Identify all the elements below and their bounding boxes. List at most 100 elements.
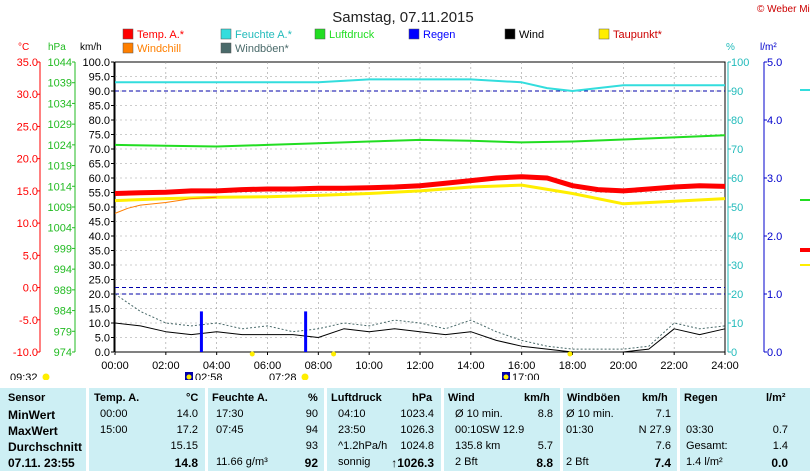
pressure_hpa-tick-label: 999 [54,243,72,255]
legend-label: Wind [519,29,544,41]
stats-cell-wind-desc: Ø 10 min. [455,408,503,420]
stats-header-temp-unit: °C [186,392,199,404]
temp-unit-label: °C [18,42,29,53]
x-tick-label: 20:00 [610,360,638,372]
right-axes: 0 10 20 30 40 50 60 70 80 90 100 0.0 1.0 2.0 3.0 4.0 5.0 [727,57,782,359]
wind_kmh-tick-label: 35.0 [89,246,110,258]
sunrise-label: 09:32 [10,372,38,380]
legend-label: Feuchte A.* [235,29,293,41]
wind_kmh-tick-label: 25.0 [89,275,110,287]
legend-label: Windböen* [235,43,290,55]
stats-cell-label: 07.11. 23:55 [8,456,75,470]
legend-label: Windchill [137,43,181,55]
stats-cell-press: 1026.3 [400,424,434,436]
pressure_hpa-tick-label: 1039 [48,78,72,90]
x-tick-label: 12:00 [406,360,434,372]
moonset-icon-dot [503,374,509,380]
x-tick-label: 04:00 [203,360,231,372]
stats-cell-press-time: ^1.2hPa/h [338,440,388,452]
wind_kmh-tick-label: 30.0 [89,260,110,272]
time-marker-icon [331,351,337,357]
x-tick-label: 18:00 [559,360,587,372]
stats-cell-rain: 0.0 [771,456,788,470]
legend-label: Temp. A.* [137,29,185,41]
stats-cell-hum: 93 [305,440,318,452]
pressure_hpa-tick-label: 1034 [48,98,72,110]
moonrise-icon-dot [186,374,192,380]
legend-swatch [220,42,232,54]
wind_kmh-tick-label: 95.0 [89,72,110,84]
rain_l-tick-label: 2.0 [767,231,782,243]
wind-unit-label: km/h [80,42,102,53]
wind_kmh-tick-label: 10.0 [89,318,110,330]
series-windb-en [114,293,726,350]
pressure_hpa-tick-label: 994 [54,264,72,276]
statistics-table: Sensor Temp. A. °C Feuchte A. % Luftdruc… [0,388,810,471]
temp_c-tick-label: -5.0 [19,315,38,327]
rain_l-tick-label: 5.0 [767,57,782,69]
temp_c-tick-label: 20.0 [17,154,38,166]
series-wind [114,322,726,353]
time-marker-icon [249,351,255,357]
stats-header-rain-unit: l/m² [766,392,786,404]
legend-swatch [314,28,326,40]
stats-header-rain: Regen [684,392,718,404]
stats-cell-wind-desc: 00:10 [455,424,483,436]
stats-cell-rain-desc: 03:30 [686,424,714,436]
pressure-unit-label: hPa [48,42,66,53]
legend-swatch [504,28,516,40]
stats-cell-hum-time: 07:45 [216,424,244,436]
moonset-label: 17:00 [512,372,540,380]
legend-label: Luftdruck [329,29,375,41]
legend-swatch [220,28,232,40]
stats-cell-press-time: 23:50 [338,424,366,436]
stats-cell-wind-desc: 2 Bft [455,456,478,468]
pressure_hpa-tick-label: 1004 [48,223,72,235]
stats-cell-temp: 15.15 [170,440,198,452]
rain-bar [304,311,308,352]
wind_kmh-tick-label: 85.0 [89,101,110,113]
stats-cell-temp: 14.0 [176,408,198,420]
pressure_hpa-tick-label: 989 [54,285,72,297]
humidity_pct-tick-label: 0 [731,347,737,359]
stats-cell-gust-desc: 2 Bft [566,456,589,468]
stats-cell-rain: 1.4 [772,440,788,452]
wind_kmh-tick-label: 20.0 [89,289,110,301]
humidity_pct-tick-label: 60 [731,173,743,185]
stats-cell-wind-dir: SW 12.9 [482,424,525,436]
wind_kmh-tick-label: 55.0 [89,188,110,200]
stats-cell-rain: 0.7 [772,424,788,436]
wind_kmh-tick-label: 45.0 [89,217,110,229]
x-tick-label: 02:00 [152,360,180,372]
temp_c-tick-label: 10.0 [17,218,38,230]
humidity_pct-tick-label: 50 [731,202,743,214]
wind_kmh-tick-label: 100.0 [82,57,110,69]
sun-moon-markers: 09:32 02:58 07:28 17:00 [10,351,573,380]
legend-swatch [122,42,134,54]
stats-cell-gust: 7.1 [655,408,671,420]
time-marker-icon [567,351,573,357]
stats-cell-hum: 92 [304,456,318,470]
copyright-text: © Weber Mike [757,4,810,15]
sunrise-icon [42,373,50,380]
stats-header-pressure-unit: hPa [412,392,433,404]
stats-cell-press-time: 04:10 [338,408,366,420]
rain-unit-label: l/m² [760,42,777,53]
stats-cell-gust: 7.4 [654,456,671,470]
stats-cell-gust-desc: 01:30 [566,424,594,436]
chart-title: Samstag, 07.11.2015 [332,9,474,26]
stats-cell-label: MinWert [8,408,56,422]
wind_kmh-tick-label: 40.0 [89,231,110,243]
stats-cell-hum: 94 [305,424,318,436]
legend-swatch [408,28,420,40]
stats-cell-temp: 14.8 [174,456,198,470]
stats-cell-gust: 7.6 [655,440,671,452]
left-axes: -10.0 -5.0 0.0 5.0 10.0 15.0 20.0 25.0 30.0 35.0 9… [13,57,115,359]
stats-cell-temp-time: 00:00 [100,408,128,420]
stats-header-temp: Temp. A. [94,392,140,404]
wind_kmh-tick-label: 60.0 [89,173,110,185]
stats-header-humidity: Feuchte A. [212,392,268,404]
stats-cell-label: MaxWert [8,424,58,438]
series-layer [114,78,726,353]
rain-bar [199,311,203,352]
